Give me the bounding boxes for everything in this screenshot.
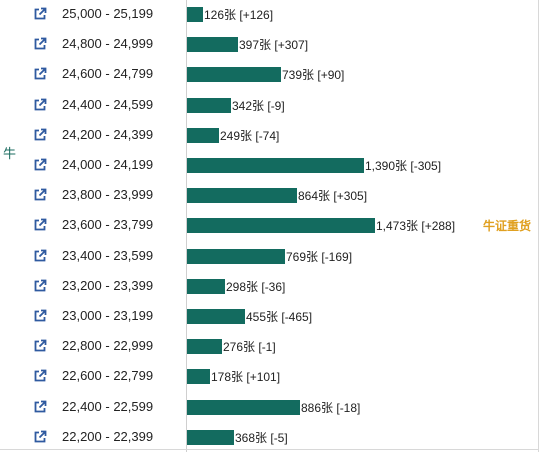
- range-label: 25,000 - 25,199: [62, 6, 154, 21]
- range-label: 24,000 - 24,199: [62, 157, 154, 172]
- heavy-position-badge: 牛证重货: [483, 219, 532, 234]
- data-label: 739张 [+90]: [282, 68, 345, 83]
- chart-row: 24,000 - 24,199 1,390张 [-305]: [0, 151, 541, 181]
- chart-row: 22,800 - 22,999 276张 [-1]: [0, 332, 541, 362]
- axis-line: [186, 0, 187, 452]
- data-label: 126张 [+126]: [204, 8, 274, 22]
- range-label: 23,200 - 23,399: [62, 277, 154, 293]
- data-label: 249张 [-74]: [220, 128, 280, 143]
- chart-row: 24,600 - 24,799 739张 [+90]: [0, 60, 541, 90]
- range-label: 24,800 - 24,999: [62, 36, 154, 52]
- bar: [187, 339, 222, 355]
- data-label: 1,390张 [-305]: [365, 159, 442, 173]
- range-label: 22,200 - 22,399: [62, 428, 154, 444]
- frame-border-right: [538, 0, 539, 452]
- external-link-icon[interactable]: [33, 279, 47, 293]
- chart-row: 23,000 - 23,199 455张 [-465]: [0, 302, 541, 332]
- bar: [187, 127, 219, 143]
- external-link-icon[interactable]: [33, 158, 47, 172]
- data-label: 342张 [-9]: [232, 98, 285, 113]
- chart-row: 23,800 - 23,999 864张 [+305]: [0, 181, 541, 211]
- chart-row: 22,400 - 22,599 886张 [-18]: [0, 393, 541, 423]
- chart-row: 24,800 - 24,999 397张 [+307]: [0, 30, 541, 60]
- bar: [187, 67, 281, 83]
- side-label-bull: 牛: [3, 146, 17, 161]
- range-label: 22,800 - 22,999: [62, 338, 154, 354]
- data-label: 1,473张 [+288]: [376, 219, 456, 234]
- external-link-icon[interactable]: [33, 188, 47, 202]
- bar: [187, 37, 238, 53]
- range-label: 23,800 - 23,999: [62, 187, 154, 203]
- external-link-icon[interactable]: [33, 37, 47, 51]
- bar: [187, 97, 231, 113]
- chart-row: 25,000 - 25,199 126张 [+126]: [0, 0, 541, 30]
- external-link-icon[interactable]: [33, 128, 47, 142]
- external-link-icon[interactable]: [33, 430, 47, 444]
- chart-row: 22,200 - 22,399 368张 [-5]: [0, 423, 541, 453]
- external-link-icon[interactable]: [33, 7, 47, 21]
- bar: [187, 399, 300, 415]
- bar: [187, 188, 297, 204]
- range-label: 22,400 - 22,599: [62, 398, 154, 414]
- data-label: 276张 [-1]: [223, 340, 276, 355]
- bar: [187, 218, 375, 234]
- external-link-icon[interactable]: [33, 249, 47, 263]
- external-link-icon[interactable]: [33, 309, 47, 323]
- data-label: 298张 [-36]: [226, 279, 286, 294]
- bar: [187, 369, 210, 385]
- bar: [187, 248, 285, 264]
- chart-row: 23,600 - 23,799 1,473张 [+288] 牛证重货: [0, 211, 541, 241]
- range-label: 23,600 - 23,799: [62, 217, 154, 233]
- data-label: 397张 [+307]: [239, 38, 309, 53]
- external-link-icon[interactable]: [33, 400, 47, 414]
- bar: [187, 158, 364, 173]
- bar: [187, 309, 245, 324]
- range-label: 24,200 - 24,399: [62, 126, 154, 142]
- range-label: 24,400 - 24,599: [62, 96, 154, 112]
- range-label: 22,600 - 22,799: [62, 368, 154, 384]
- range-label: 23,400 - 23,599: [62, 247, 154, 263]
- chart-row: 23,200 - 23,399 298张 [-36]: [0, 272, 541, 302]
- bar: [187, 7, 203, 22]
- data-label: 864张 [+305]: [298, 189, 368, 204]
- external-link-icon[interactable]: [33, 369, 47, 383]
- data-label: 769张 [-169]: [286, 249, 353, 264]
- chart-row: 24,200 - 24,399 249张 [-74]: [0, 121, 541, 151]
- bar: [187, 278, 225, 294]
- external-link-icon[interactable]: [33, 218, 47, 232]
- chart-row: 24,400 - 24,599 342张 [-9]: [0, 91, 541, 121]
- data-label: 455张 [-465]: [246, 310, 313, 324]
- chart-row: 23,400 - 23,599 769张 [-169]: [0, 242, 541, 272]
- external-link-icon[interactable]: [33, 67, 47, 81]
- data-label: 178张 [+101]: [211, 370, 281, 385]
- external-link-icon[interactable]: [33, 98, 47, 112]
- chart-row: 22,600 - 22,799 178张 [+101]: [0, 362, 541, 392]
- range-label: 23,000 - 23,199: [62, 308, 154, 323]
- data-label: 886张 [-18]: [301, 400, 361, 415]
- range-label: 24,600 - 24,799: [62, 66, 154, 82]
- external-link-icon[interactable]: [33, 339, 47, 353]
- frame-border-bottom: [0, 449, 539, 450]
- data-label: 368张 [-5]: [235, 430, 288, 445]
- bar: [187, 429, 234, 445]
